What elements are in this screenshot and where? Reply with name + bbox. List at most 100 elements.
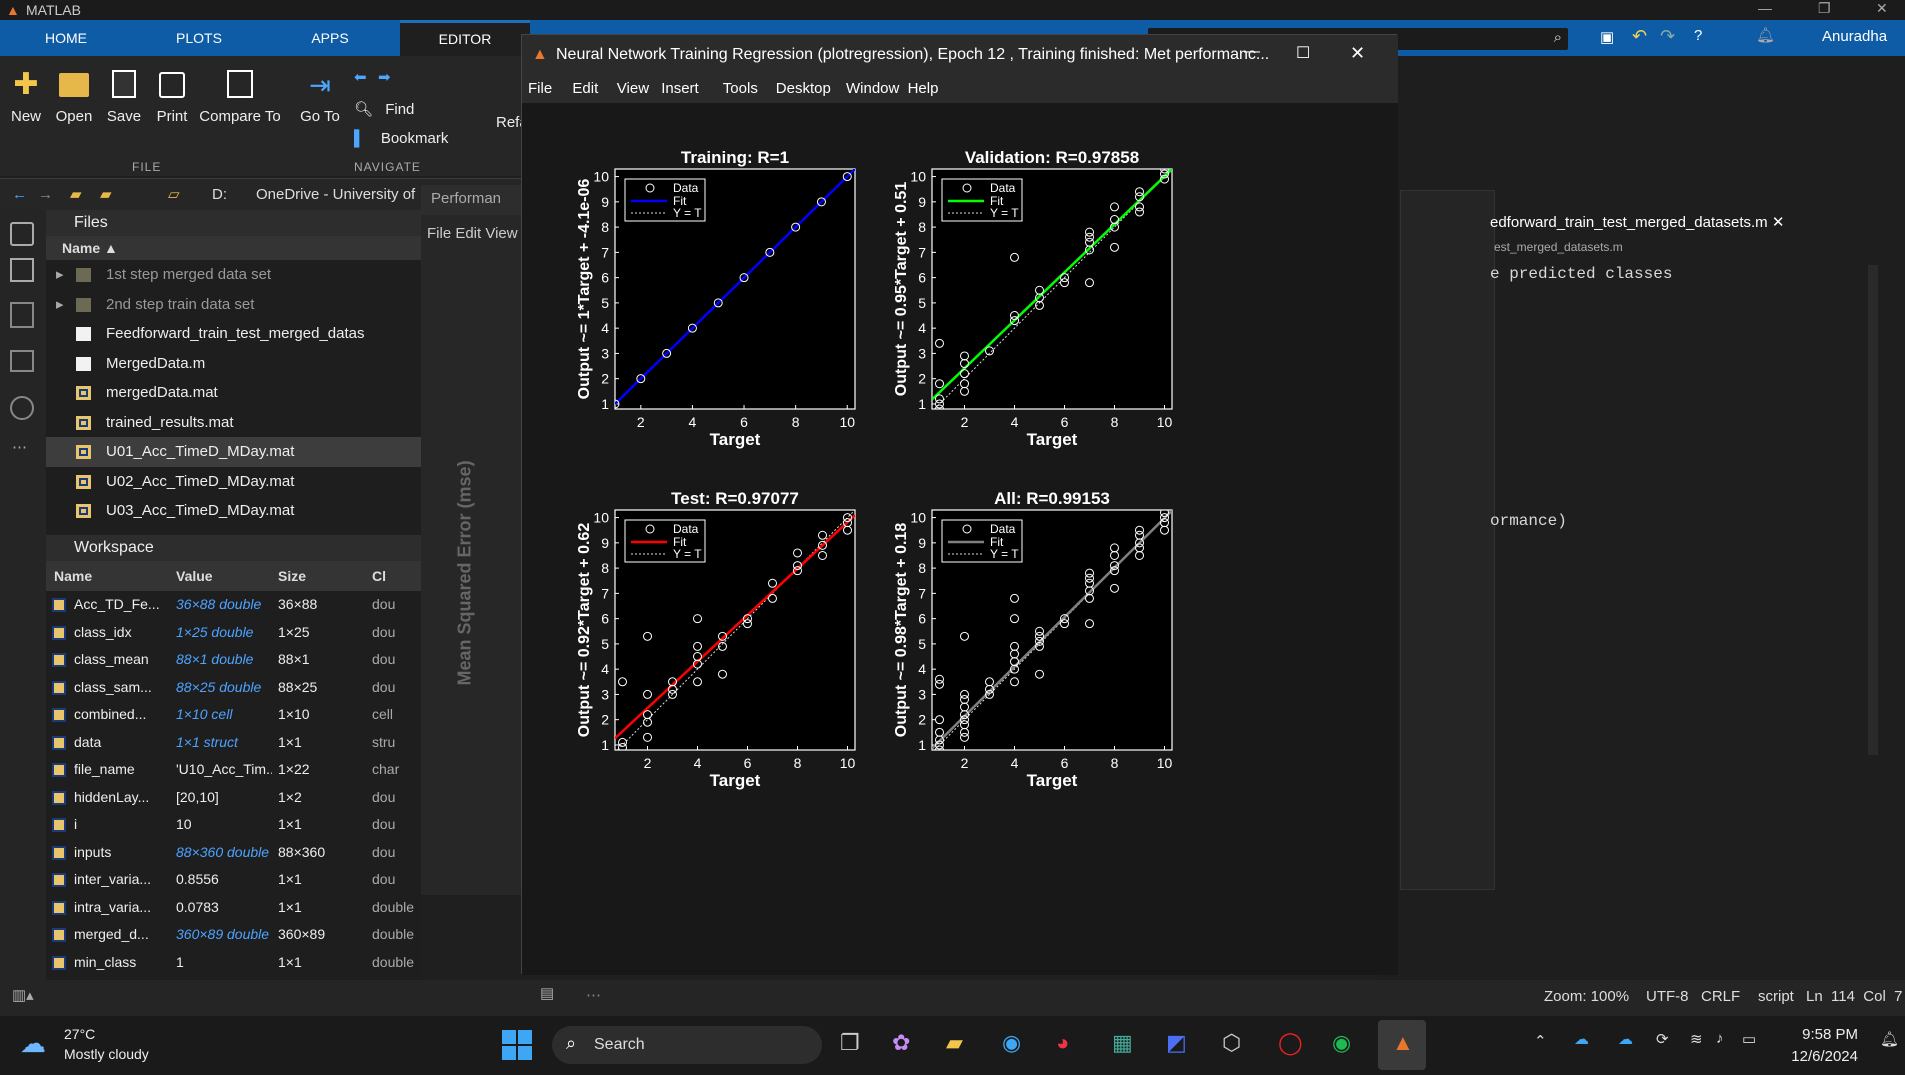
editor-file-tab[interactable]: edforward_train_test_merged_datasets.m ✕ [1490, 213, 1790, 241]
path-drive[interactable]: D: [212, 186, 227, 203]
figure-menu-file[interactable]: File [528, 80, 553, 97]
workspace-row[interactable]: class_mean 88×1 double 88×1 dou [46, 646, 421, 674]
refactor-button[interactable]: Refa [496, 114, 528, 131]
ws-col-class[interactable]: Cl [372, 568, 386, 584]
open-button[interactable]: Open [54, 70, 94, 125]
file-item[interactable]: U02_Acc_TimeD_MDay.mat [46, 467, 421, 497]
expand-chevron-icon[interactable]: ▸ [56, 266, 64, 283]
performance-menu[interactable]: File Edit View [427, 225, 518, 242]
workspace-row[interactable]: Acc_TD_Fe... 36×88 double 36×88 dou [46, 591, 421, 619]
workspace-row[interactable]: hiddenLay... [20,10] 1×2 dou [46, 784, 421, 812]
back-arrow-icon[interactable]: ⬅ [354, 69, 367, 86]
file-item[interactable]: trained_results.mat [46, 408, 421, 438]
wifi-icon[interactable]: ≋ [1690, 1031, 1703, 1048]
figure-menu-edit[interactable]: Edit [572, 80, 599, 97]
minimize-icon[interactable]: — [1758, 0, 1772, 16]
addons-icon[interactable] [10, 396, 34, 420]
figure-menu-help[interactable]: Help [907, 80, 939, 97]
compare-button[interactable]: Compare To [196, 70, 284, 125]
layout-icon[interactable]: ▥▴ [12, 987, 34, 1004]
file-item[interactable]: Feedforward_train_test_merged_datas [46, 319, 421, 349]
workspace-row[interactable]: class_idx 1×25 double 1×25 dou [46, 619, 421, 647]
files-header[interactable]: Files [46, 210, 421, 236]
workspace-row[interactable]: merged_d... 360×89 double 360×89 double [46, 921, 421, 949]
chrome-icon[interactable]: ◕ [1056, 1030, 1070, 1055]
tray-chevron-icon[interactable]: ⌃ [1534, 1033, 1547, 1050]
workspace-row[interactable]: data 1×1 struct 1×1 stru [46, 729, 421, 757]
ws-col-value[interactable]: Value [176, 568, 213, 584]
close-tab-icon[interactable]: ✕ [1771, 214, 1785, 231]
browse-folder-icon[interactable]: ▰ [100, 186, 112, 203]
volume-icon[interactable]: ♪ [1716, 1030, 1724, 1047]
tab-editor[interactable]: EDITOR [400, 20, 530, 56]
sync-icon[interactable]: ⟳ [1656, 1031, 1669, 1048]
file-item[interactable]: ▸ 2nd step train data set [46, 290, 421, 320]
figure-menu-window[interactable]: Window [846, 80, 900, 97]
history-panel-icon[interactable] [10, 350, 34, 372]
weather-desc[interactable]: Mostly cloudy [64, 1046, 149, 1062]
clock-time[interactable]: 9:58 PM [1802, 1026, 1858, 1043]
files-panel-icon[interactable] [10, 222, 34, 246]
store-icon[interactable]: ▦ [1112, 1030, 1133, 1055]
matlab-taskbar-button[interactable]: ▲ [1378, 1020, 1426, 1070]
file-item[interactable]: ▸ 1st step merged data set [46, 260, 421, 290]
ws-col-name[interactable]: Name [54, 568, 93, 584]
code-editor[interactable]: e predicted classes ormance) [1490, 265, 1870, 765]
files-col-name[interactable]: Name ▲ [46, 236, 421, 260]
editor-scrollbar[interactable] [1868, 265, 1878, 755]
workspace-row[interactable]: i 10 1×1 dou [46, 811, 421, 839]
unity-icon[interactable]: ⬡ [1222, 1030, 1242, 1055]
file-item[interactable]: U03_Acc_TimeD_MDay.mat [46, 496, 421, 526]
tab-home[interactable]: HOME [45, 30, 87, 46]
editor-panel-icon[interactable] [10, 302, 34, 328]
weather-temp[interactable]: 27°C [64, 1026, 96, 1042]
user-name[interactable]: Anuradha [1822, 28, 1888, 45]
notification-bell-icon[interactable]: 🔔︎ [1756, 27, 1776, 44]
workspace-row[interactable]: class_sam... 88×25 double 88×25 dou [46, 674, 421, 702]
bookmark-button[interactable]: ▌ Bookmark [354, 130, 448, 147]
app-icon[interactable]: ◩ [1166, 1030, 1187, 1055]
workspace-header[interactable]: Workspace [46, 535, 421, 561]
onedrive2-icon[interactable]: ☁ [1618, 1031, 1633, 1048]
notification-icon[interactable]: 🔔︎ [1880, 1031, 1900, 1048]
copilot-icon[interactable]: ✿ [892, 1030, 911, 1055]
file-explorer-icon[interactable]: ▰ [946, 1030, 963, 1055]
path-folder[interactable]: OneDrive - University of [256, 186, 416, 203]
onedrive-icon[interactable]: ☁ [1574, 1031, 1589, 1048]
help-icon[interactable]: ? [1694, 27, 1703, 44]
redo-icon[interactable]: ↷ [1660, 26, 1676, 46]
figure-menu-desktop[interactable]: Desktop [775, 80, 831, 97]
edge-icon[interactable]: ◉ [1002, 1030, 1022, 1055]
workspace-row[interactable]: inter_varia... 0.8556 1×1 dou [46, 866, 421, 894]
figure-minimize-icon[interactable]: — [1244, 43, 1260, 60]
find-button[interactable]: 🔍︎ Find [354, 100, 414, 118]
workspace-row[interactable]: combined... 1×10 cell 1×10 cell [46, 701, 421, 729]
battery-icon[interactable]: ▭ [1742, 1031, 1757, 1048]
workspace-row[interactable]: inputs 88×360 double 88×360 dou [46, 839, 421, 867]
command-prompt-icon[interactable]: ▤ [540, 985, 555, 1002]
forward-nav-icon[interactable]: → [38, 186, 53, 203]
figure-maximize-icon[interactable]: ☐ [1296, 45, 1311, 62]
spotify-icon[interactable]: ◉ [1332, 1030, 1352, 1055]
save-quick-icon[interactable]: ▣ [1600, 29, 1615, 46]
file-item[interactable]: MergedData.m [46, 349, 421, 379]
figure-menu-insert[interactable]: Insert [661, 80, 699, 97]
opera-icon[interactable]: ◯ [1278, 1030, 1303, 1055]
ws-col-size[interactable]: Size [278, 568, 307, 584]
more-status-icon[interactable]: ⋯ [586, 987, 601, 1004]
figure-menu-tools[interactable]: Tools [722, 80, 758, 97]
tab-apps[interactable]: APPS [311, 30, 349, 46]
workspace-row[interactable]: intra_varia... 0.0783 1×1 double [46, 894, 421, 922]
taskbar-search[interactable]: ⌕ Search [552, 1026, 822, 1064]
workspace-panel-icon[interactable] [10, 258, 34, 282]
file-item[interactable]: mergedData.mat [46, 378, 421, 408]
close-icon[interactable]: ✕ [1876, 0, 1888, 16]
tab-plots[interactable]: PLOTS [176, 30, 222, 46]
figure-menu-view[interactable]: View [616, 80, 650, 97]
weather-cloud-icon[interactable]: ☁ [20, 1028, 46, 1058]
figure-close-icon[interactable]: ✕ [1350, 43, 1366, 63]
restore-icon[interactable]: ❐ [1818, 0, 1831, 16]
print-button[interactable]: Print [152, 70, 192, 125]
back-nav-icon[interactable]: ← [12, 186, 27, 203]
start-icon[interactable] [502, 1030, 532, 1060]
